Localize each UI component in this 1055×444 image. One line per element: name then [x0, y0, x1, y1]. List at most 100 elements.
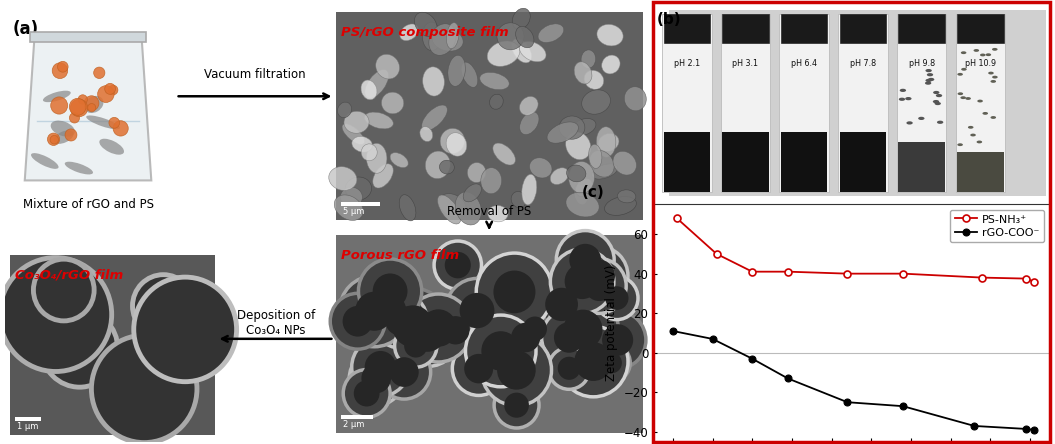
Bar — [899, 14, 945, 43]
Circle shape — [563, 309, 602, 349]
Text: pH 10.9: pH 10.9 — [964, 59, 996, 68]
Circle shape — [596, 277, 638, 320]
Text: Co₃O₄/rGO film: Co₃O₄/rGO film — [15, 269, 123, 281]
Ellipse shape — [423, 67, 444, 96]
Text: Deposition of
Co₃O₄ NPs: Deposition of Co₃O₄ NPs — [236, 309, 315, 337]
Circle shape — [925, 82, 932, 85]
rGO-COO⁻ — [841, 400, 853, 405]
Circle shape — [378, 345, 430, 399]
Circle shape — [551, 249, 614, 313]
Ellipse shape — [422, 22, 441, 51]
rGO-COO⁻ — [968, 423, 981, 428]
Bar — [838, 14, 887, 192]
Ellipse shape — [376, 54, 400, 79]
Circle shape — [584, 271, 614, 301]
Circle shape — [70, 113, 79, 123]
Ellipse shape — [440, 160, 455, 174]
Circle shape — [47, 133, 60, 146]
Circle shape — [405, 294, 472, 362]
Ellipse shape — [461, 62, 478, 87]
Text: (a): (a) — [13, 20, 39, 38]
Ellipse shape — [565, 192, 599, 217]
Ellipse shape — [54, 131, 74, 144]
Text: Porous rGO film: Porous rGO film — [341, 249, 459, 262]
Ellipse shape — [487, 41, 520, 66]
Circle shape — [960, 96, 966, 99]
Circle shape — [434, 241, 481, 289]
Circle shape — [991, 80, 996, 83]
Circle shape — [410, 316, 445, 352]
Bar — [781, 14, 827, 43]
Circle shape — [991, 116, 996, 119]
Legend: PS-NH₃⁺, rGO-COO⁻: PS-NH₃⁺, rGO-COO⁻ — [951, 210, 1044, 242]
Bar — [30, 32, 147, 42]
Circle shape — [349, 351, 403, 405]
Ellipse shape — [592, 164, 617, 179]
Text: (c): (c) — [581, 185, 605, 200]
Ellipse shape — [617, 190, 636, 203]
Circle shape — [94, 67, 104, 79]
Circle shape — [34, 259, 94, 321]
rGO-COO⁻ — [706, 336, 718, 341]
Ellipse shape — [390, 153, 408, 167]
PS-NH₃⁺ — [746, 269, 759, 274]
Ellipse shape — [605, 197, 636, 215]
Ellipse shape — [361, 144, 378, 161]
Ellipse shape — [581, 90, 611, 114]
Circle shape — [71, 99, 88, 117]
Ellipse shape — [497, 23, 524, 50]
Ellipse shape — [364, 112, 394, 129]
Text: PS/rGO composite film: PS/rGO composite film — [341, 26, 509, 39]
Circle shape — [0, 258, 112, 372]
Circle shape — [556, 230, 614, 289]
Bar — [664, 131, 710, 192]
Ellipse shape — [447, 55, 465, 86]
Circle shape — [430, 305, 481, 356]
Circle shape — [52, 63, 68, 79]
Circle shape — [356, 292, 394, 331]
Circle shape — [84, 96, 99, 111]
Ellipse shape — [425, 151, 450, 178]
Circle shape — [494, 270, 536, 313]
Ellipse shape — [342, 124, 365, 144]
Line: rGO-COO⁻: rGO-COO⁻ — [670, 328, 1037, 433]
Circle shape — [927, 73, 934, 76]
Ellipse shape — [589, 144, 601, 168]
Circle shape — [351, 338, 409, 396]
Ellipse shape — [361, 80, 377, 100]
Circle shape — [359, 259, 422, 323]
Circle shape — [549, 347, 590, 389]
Ellipse shape — [87, 115, 120, 129]
Circle shape — [933, 91, 939, 94]
Circle shape — [392, 305, 434, 347]
Circle shape — [511, 323, 540, 352]
Circle shape — [564, 264, 599, 299]
Circle shape — [481, 334, 552, 406]
Circle shape — [365, 351, 397, 383]
Ellipse shape — [520, 112, 539, 135]
Ellipse shape — [415, 12, 437, 36]
Ellipse shape — [456, 192, 481, 225]
rGO-COO⁻ — [897, 404, 909, 409]
Ellipse shape — [439, 194, 466, 217]
Ellipse shape — [84, 96, 103, 113]
Ellipse shape — [538, 24, 563, 43]
Circle shape — [971, 134, 976, 136]
Ellipse shape — [581, 50, 596, 68]
Bar — [780, 14, 829, 192]
rGO-COO⁻ — [1028, 427, 1040, 432]
Circle shape — [965, 97, 971, 100]
Bar — [956, 14, 1005, 192]
Circle shape — [420, 309, 457, 347]
Text: Mixture of rGO and PS: Mixture of rGO and PS — [22, 198, 154, 211]
Circle shape — [992, 76, 998, 79]
Polygon shape — [24, 37, 151, 180]
Circle shape — [481, 331, 520, 371]
Circle shape — [442, 316, 469, 345]
Circle shape — [98, 86, 114, 103]
Circle shape — [601, 353, 621, 373]
Circle shape — [935, 102, 941, 105]
Ellipse shape — [463, 184, 481, 202]
Circle shape — [606, 286, 629, 310]
Ellipse shape — [399, 195, 416, 221]
